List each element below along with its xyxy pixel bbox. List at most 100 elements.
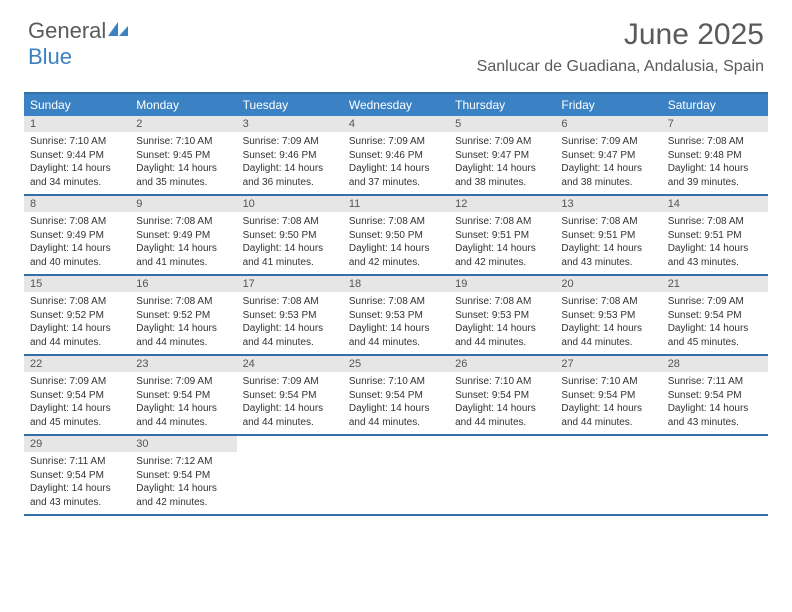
- header: General Blue June 2025 Sanlucar de Guadi…: [0, 0, 792, 82]
- daylight-line: Daylight: 14 hours and 44 minutes.: [243, 322, 337, 349]
- day-cell: 7Sunrise: 7:08 AMSunset: 9:48 PMDaylight…: [662, 116, 768, 194]
- day-number: 5: [449, 116, 555, 132]
- sunrise-line: Sunrise: 7:08 AM: [243, 295, 337, 309]
- day-cell: 28Sunrise: 7:11 AMSunset: 9:54 PMDayligh…: [662, 356, 768, 434]
- day-number: 10: [237, 196, 343, 212]
- day-cell: [555, 436, 661, 514]
- day-cell: [662, 436, 768, 514]
- sunrise-line: Sunrise: 7:10 AM: [136, 135, 230, 149]
- sunrise-line: Sunrise: 7:10 AM: [455, 375, 549, 389]
- day-body: Sunrise: 7:09 AMSunset: 9:46 PMDaylight:…: [237, 132, 343, 194]
- day-body: Sunrise: 7:08 AMSunset: 9:49 PMDaylight:…: [130, 212, 236, 274]
- sunset-line: Sunset: 9:53 PM: [243, 309, 337, 323]
- week-row: 8Sunrise: 7:08 AMSunset: 9:49 PMDaylight…: [24, 196, 768, 276]
- day-number: 16: [130, 276, 236, 292]
- day-cell: 6Sunrise: 7:09 AMSunset: 9:47 PMDaylight…: [555, 116, 661, 194]
- daylight-line: Daylight: 14 hours and 38 minutes.: [455, 162, 549, 189]
- day-number: 22: [24, 356, 130, 372]
- sunrise-line: Sunrise: 7:12 AM: [136, 455, 230, 469]
- sunset-line: Sunset: 9:53 PM: [349, 309, 443, 323]
- title-block: June 2025 Sanlucar de Guadiana, Andalusi…: [477, 18, 764, 76]
- day-number: 23: [130, 356, 236, 372]
- day-number: 13: [555, 196, 661, 212]
- day-body: Sunrise: 7:08 AMSunset: 9:50 PMDaylight:…: [237, 212, 343, 274]
- daylight-line: Daylight: 14 hours and 44 minutes.: [349, 402, 443, 429]
- sunrise-line: Sunrise: 7:09 AM: [243, 135, 337, 149]
- logo-text-1: General: [28, 18, 106, 43]
- calendar: SundayMondayTuesdayWednesdayThursdayFrid…: [24, 92, 768, 516]
- weekday-header-row: SundayMondayTuesdayWednesdayThursdayFrid…: [24, 94, 768, 116]
- sunset-line: Sunset: 9:54 PM: [349, 389, 443, 403]
- day-body: Sunrise: 7:11 AMSunset: 9:54 PMDaylight:…: [662, 372, 768, 434]
- day-number: 12: [449, 196, 555, 212]
- daylight-line: Daylight: 14 hours and 45 minutes.: [668, 322, 762, 349]
- day-cell: 13Sunrise: 7:08 AMSunset: 9:51 PMDayligh…: [555, 196, 661, 274]
- day-cell: 1Sunrise: 7:10 AMSunset: 9:44 PMDaylight…: [24, 116, 130, 194]
- day-number: 19: [449, 276, 555, 292]
- day-cell: 19Sunrise: 7:08 AMSunset: 9:53 PMDayligh…: [449, 276, 555, 354]
- sunrise-line: Sunrise: 7:09 AM: [455, 135, 549, 149]
- day-body: Sunrise: 7:08 AMSunset: 9:52 PMDaylight:…: [130, 292, 236, 354]
- sunrise-line: Sunrise: 7:08 AM: [668, 135, 762, 149]
- day-cell: [343, 436, 449, 514]
- day-body: Sunrise: 7:08 AMSunset: 9:53 PMDaylight:…: [555, 292, 661, 354]
- sunset-line: Sunset: 9:54 PM: [561, 389, 655, 403]
- logo-text: General Blue: [28, 18, 130, 70]
- sunset-line: Sunset: 9:53 PM: [455, 309, 549, 323]
- daylight-line: Daylight: 14 hours and 37 minutes.: [349, 162, 443, 189]
- day-cell: 4Sunrise: 7:09 AMSunset: 9:46 PMDaylight…: [343, 116, 449, 194]
- daylight-line: Daylight: 14 hours and 41 minutes.: [243, 242, 337, 269]
- day-cell: 17Sunrise: 7:08 AMSunset: 9:53 PMDayligh…: [237, 276, 343, 354]
- weekday-header: Friday: [555, 94, 661, 116]
- sunrise-line: Sunrise: 7:08 AM: [349, 295, 443, 309]
- day-number: 25: [343, 356, 449, 372]
- daylight-line: Daylight: 14 hours and 35 minutes.: [136, 162, 230, 189]
- day-body: Sunrise: 7:09 AMSunset: 9:54 PMDaylight:…: [237, 372, 343, 434]
- day-number: 11: [343, 196, 449, 212]
- day-body: Sunrise: 7:08 AMSunset: 9:48 PMDaylight:…: [662, 132, 768, 194]
- daylight-line: Daylight: 14 hours and 44 minutes.: [30, 322, 124, 349]
- day-cell: 15Sunrise: 7:08 AMSunset: 9:52 PMDayligh…: [24, 276, 130, 354]
- sunset-line: Sunset: 9:48 PM: [668, 149, 762, 163]
- day-body: Sunrise: 7:10 AMSunset: 9:54 PMDaylight:…: [449, 372, 555, 434]
- sunrise-line: Sunrise: 7:08 AM: [668, 215, 762, 229]
- day-body: Sunrise: 7:09 AMSunset: 9:54 PMDaylight:…: [24, 372, 130, 434]
- sunset-line: Sunset: 9:51 PM: [455, 229, 549, 243]
- day-cell: 30Sunrise: 7:12 AMSunset: 9:54 PMDayligh…: [130, 436, 236, 514]
- daylight-line: Daylight: 14 hours and 36 minutes.: [243, 162, 337, 189]
- day-body: Sunrise: 7:10 AMSunset: 9:54 PMDaylight:…: [555, 372, 661, 434]
- sunrise-line: Sunrise: 7:09 AM: [243, 375, 337, 389]
- day-number: 9: [130, 196, 236, 212]
- sunrise-line: Sunrise: 7:09 AM: [30, 375, 124, 389]
- sunrise-line: Sunrise: 7:09 AM: [668, 295, 762, 309]
- sunrise-line: Sunrise: 7:10 AM: [30, 135, 124, 149]
- daylight-line: Daylight: 14 hours and 44 minutes.: [455, 402, 549, 429]
- daylight-line: Daylight: 14 hours and 42 minutes.: [136, 482, 230, 509]
- day-cell: 11Sunrise: 7:08 AMSunset: 9:50 PMDayligh…: [343, 196, 449, 274]
- sunrise-line: Sunrise: 7:08 AM: [136, 215, 230, 229]
- day-number: 18: [343, 276, 449, 292]
- sunrise-line: Sunrise: 7:08 AM: [136, 295, 230, 309]
- sunset-line: Sunset: 9:49 PM: [30, 229, 124, 243]
- sunset-line: Sunset: 9:51 PM: [561, 229, 655, 243]
- daylight-line: Daylight: 14 hours and 42 minutes.: [455, 242, 549, 269]
- sunset-line: Sunset: 9:49 PM: [136, 229, 230, 243]
- day-cell: 22Sunrise: 7:09 AMSunset: 9:54 PMDayligh…: [24, 356, 130, 434]
- location: Sanlucar de Guadiana, Andalusia, Spain: [477, 58, 764, 76]
- sunset-line: Sunset: 9:47 PM: [561, 149, 655, 163]
- day-body: Sunrise: 7:08 AMSunset: 9:49 PMDaylight:…: [24, 212, 130, 274]
- sunset-line: Sunset: 9:54 PM: [136, 389, 230, 403]
- day-body: Sunrise: 7:08 AMSunset: 9:50 PMDaylight:…: [343, 212, 449, 274]
- day-number: 24: [237, 356, 343, 372]
- daylight-line: Daylight: 14 hours and 43 minutes.: [30, 482, 124, 509]
- day-body: Sunrise: 7:10 AMSunset: 9:54 PMDaylight:…: [343, 372, 449, 434]
- day-number: 14: [662, 196, 768, 212]
- day-body: Sunrise: 7:10 AMSunset: 9:44 PMDaylight:…: [24, 132, 130, 194]
- day-cell: 2Sunrise: 7:10 AMSunset: 9:45 PMDaylight…: [130, 116, 236, 194]
- daylight-line: Daylight: 14 hours and 41 minutes.: [136, 242, 230, 269]
- sunrise-line: Sunrise: 7:08 AM: [30, 295, 124, 309]
- sunrise-line: Sunrise: 7:10 AM: [349, 375, 443, 389]
- day-cell: 23Sunrise: 7:09 AMSunset: 9:54 PMDayligh…: [130, 356, 236, 434]
- day-cell: 8Sunrise: 7:08 AMSunset: 9:49 PMDaylight…: [24, 196, 130, 274]
- day-body: Sunrise: 7:12 AMSunset: 9:54 PMDaylight:…: [130, 452, 236, 514]
